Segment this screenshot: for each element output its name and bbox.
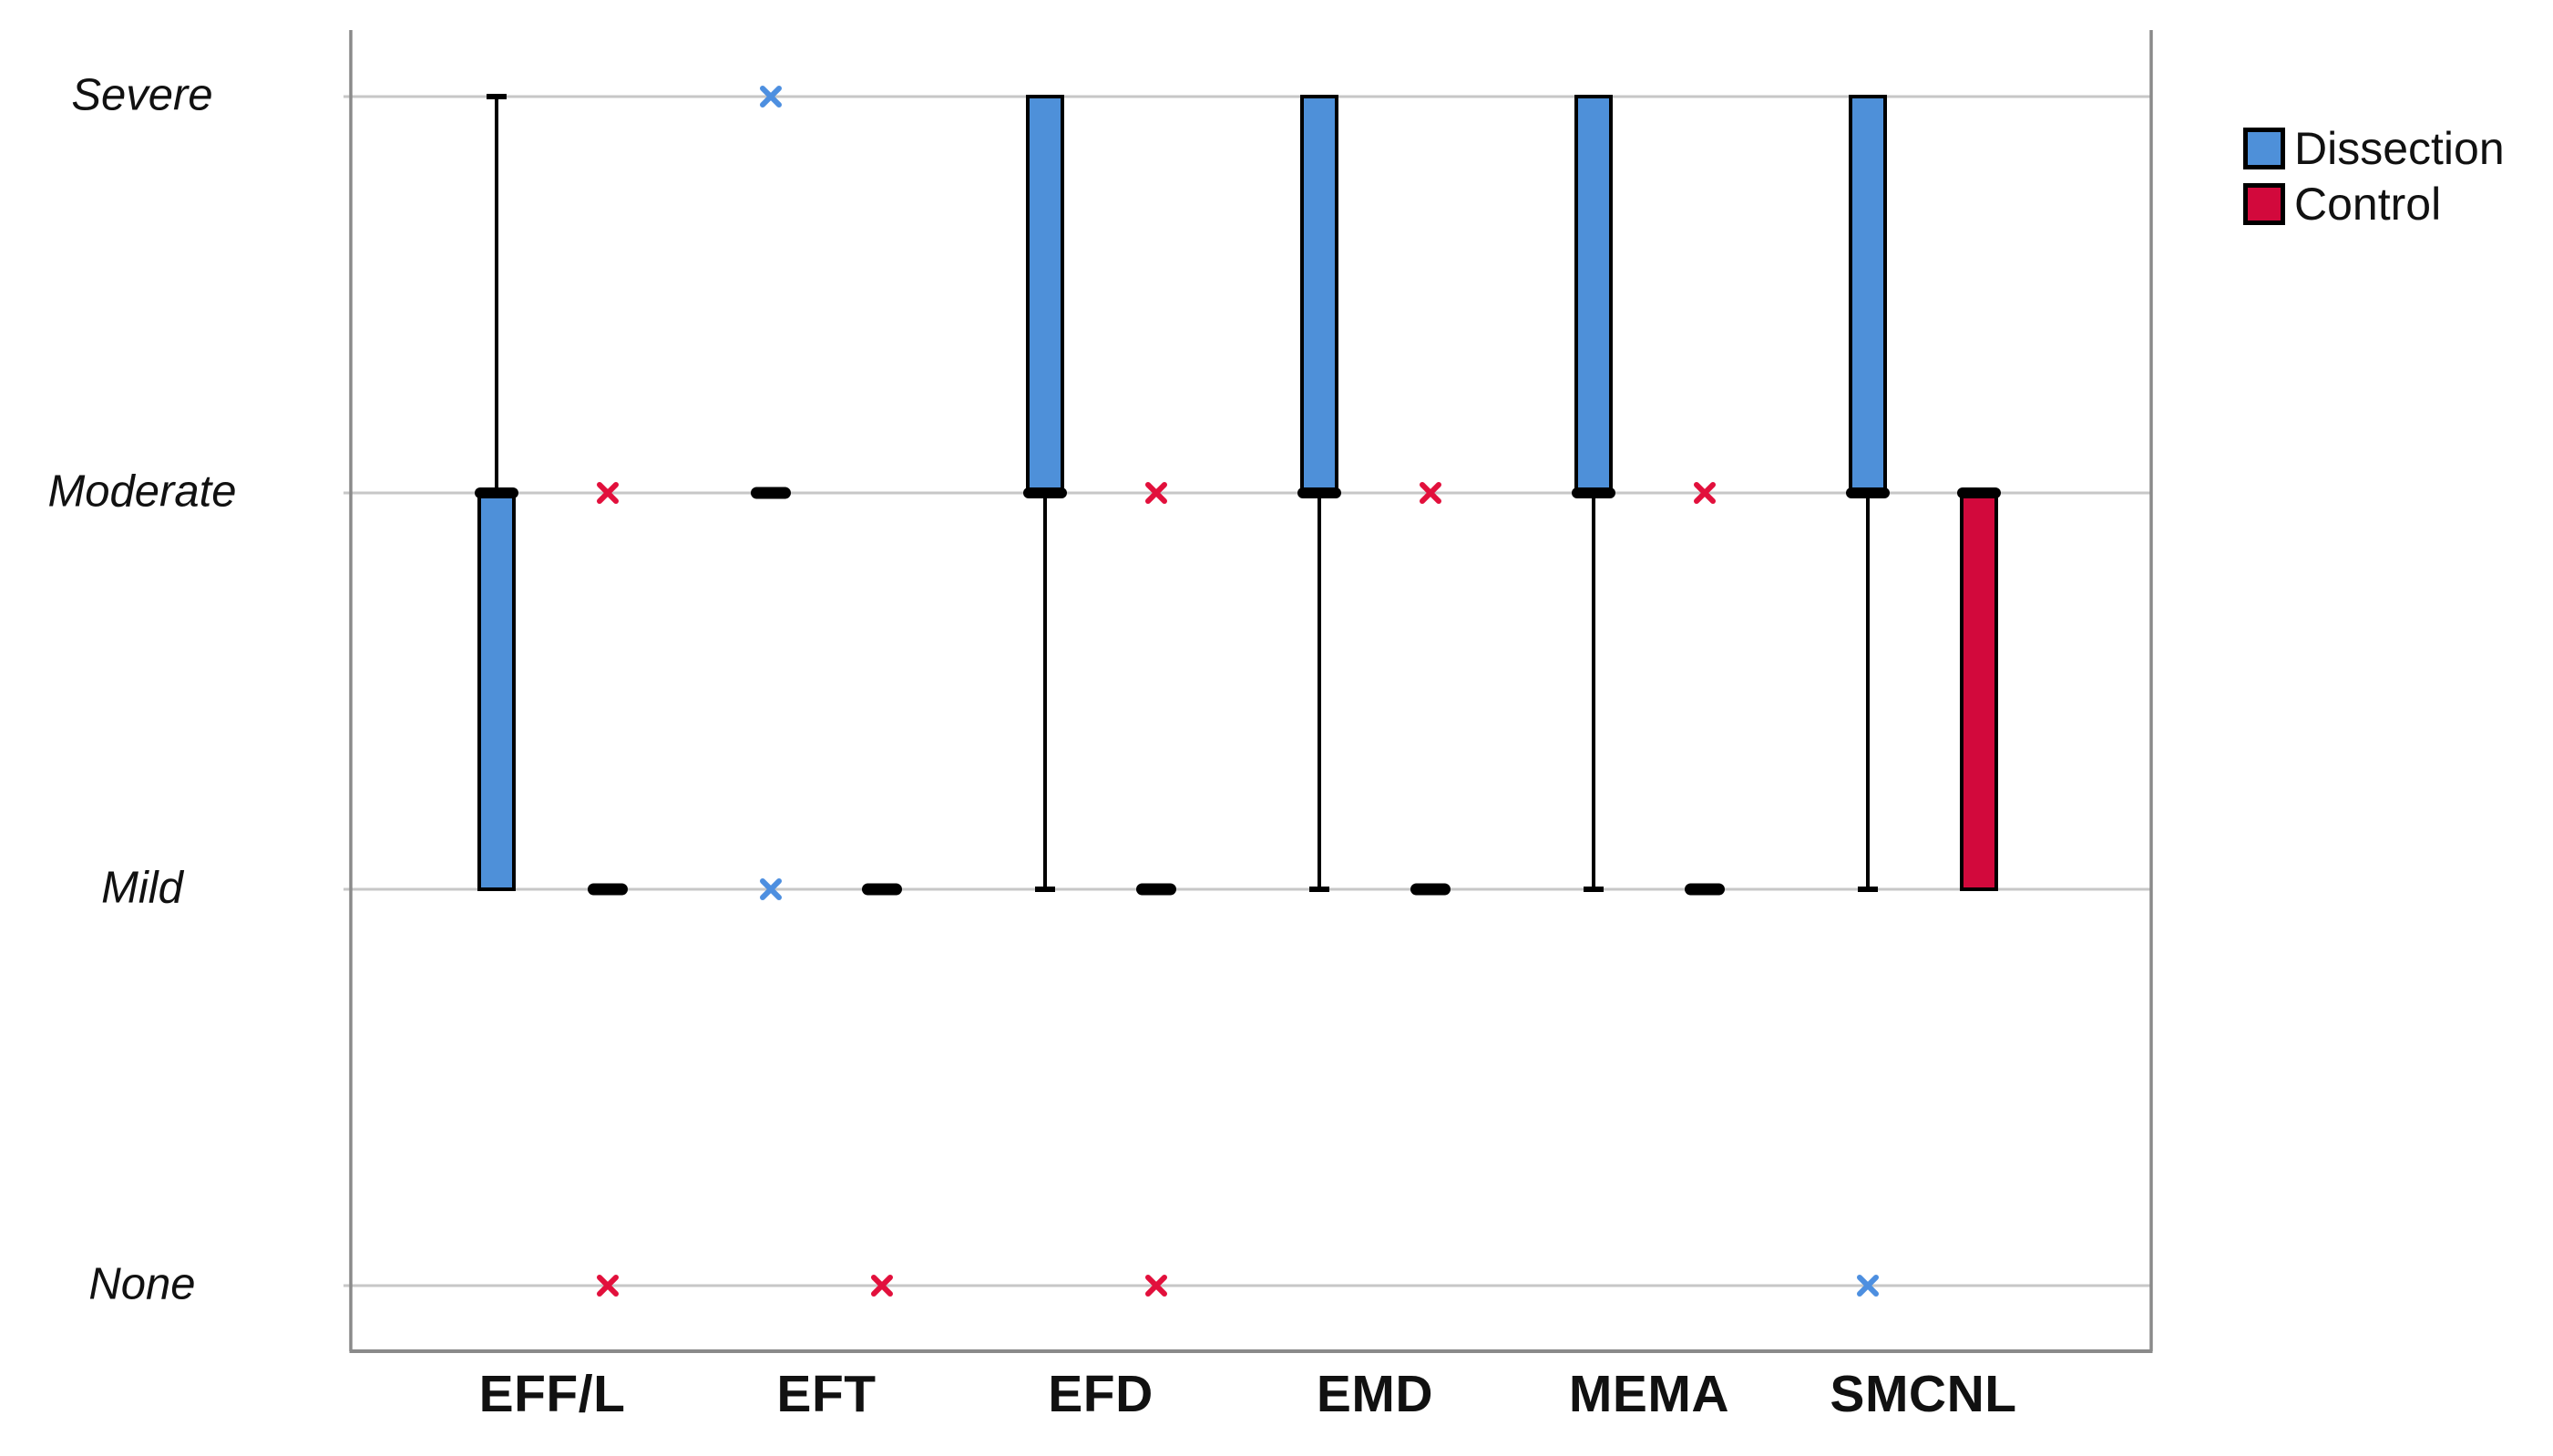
x-tick-emd: EMD [1316,1365,1434,1423]
x-tick-mema: MEMA [1568,1365,1730,1423]
flat-box-median [862,883,902,896]
box-efd-control [1136,482,1176,1297]
outlier-marker [760,86,782,108]
box-smcnl-dissection [1846,95,1890,1297]
series-dissection [475,86,1890,1297]
box-emd-control [1410,482,1451,896]
median-line [1297,487,1341,498]
flat-box-median [1410,883,1451,896]
outlier-marker [871,1275,893,1297]
outlier-marker [1857,1275,1879,1297]
box-body [1960,491,1998,891]
outlier-marker [597,482,619,504]
box-mema-dissection [1572,95,1615,892]
box-body [1574,95,1613,495]
legend-label-control: Control [2294,179,2442,230]
outlier-marker [1694,482,1716,504]
median-line [475,487,518,498]
outlier-marker [597,1275,619,1297]
series-control [588,482,2001,1297]
flat-box-median [751,487,791,499]
dissection-color-swatch [2243,128,2285,169]
box-effl-control [588,482,628,1297]
box-body [1026,95,1064,495]
outlier-marker [1145,482,1167,504]
box-body [477,491,516,891]
box-efd-dissection [1023,95,1067,892]
legend-label-dissection: Dissection [2294,123,2505,174]
x-tick-smcnl: SMCNL [1830,1365,2017,1423]
outlier-marker [760,878,782,900]
median-line [1572,487,1615,498]
x-tick-efd: EFD [1048,1365,1153,1423]
median-line [1023,487,1067,498]
outlier-marker [1420,482,1441,504]
box-body [1300,95,1338,495]
flat-box-median [588,883,628,896]
box-eft-dissection [751,86,791,900]
y-tick-none: None [88,1259,196,1309]
flat-box-median [1685,883,1725,896]
x-tick-eft: EFT [776,1365,877,1423]
y-tick-severe: Severe [71,70,213,120]
outlier-marker [1145,1275,1167,1297]
legend-item-control: Control [2243,181,2505,227]
median-line [1846,487,1890,498]
box-emd-dissection [1297,95,1341,892]
y-tick-moderate: Moderate [47,467,237,517]
control-color-swatch [2243,183,2285,225]
box-smcnl-control [1957,487,2001,891]
legend-item-dissection: Dissection [2243,126,2505,171]
plot-frame [349,30,2153,1353]
box-mema-control [1685,482,1725,896]
box-eft-control [862,883,902,1297]
x-tick-effl: EFF/L [478,1365,626,1423]
box-body [1849,95,1887,495]
y-tick-mild: Mild [101,863,183,913]
flat-box-median [1136,883,1176,896]
legend: Dissection Control [2243,126,2505,237]
median-line [1957,487,2001,498]
box-effl-dissection [475,94,518,891]
